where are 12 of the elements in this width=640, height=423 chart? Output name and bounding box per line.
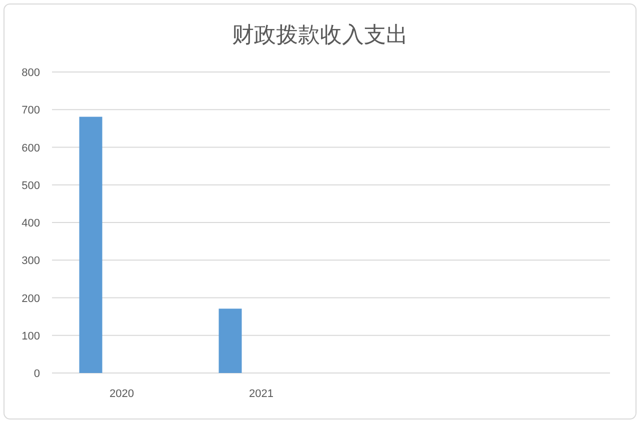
y-tick-label: 800 xyxy=(22,67,40,79)
y-tick-label: 100 xyxy=(22,330,40,342)
y-tick-label: 500 xyxy=(22,180,40,192)
y-tick-label: 400 xyxy=(22,218,40,230)
x-tick-label: 2021 xyxy=(249,388,274,400)
y-tick-label: 200 xyxy=(22,292,40,305)
y-tick-label: 0 xyxy=(34,368,40,380)
chart-title: 财政拨款收入支出 xyxy=(232,22,408,47)
y-tick-label: 600 xyxy=(22,142,40,154)
y-tick-label: 700 xyxy=(22,104,40,117)
y-tick-label: 300 xyxy=(22,255,40,268)
x-tick-label: 2020 xyxy=(110,388,134,400)
